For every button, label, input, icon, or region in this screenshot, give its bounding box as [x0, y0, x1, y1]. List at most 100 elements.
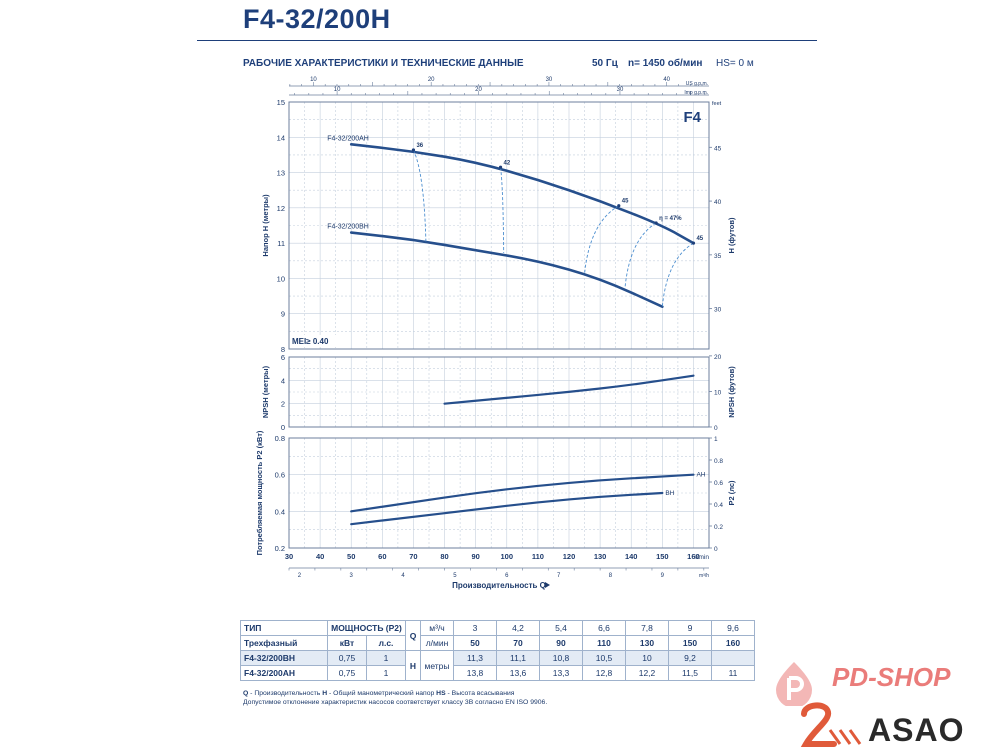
head-series-label: F4-32/200AH [327, 135, 369, 142]
table-unit-lmin: л/мин [420, 635, 454, 651]
head-frame [288, 101, 710, 350]
npsh-curve [443, 374, 695, 405]
efficiency-line [661, 242, 694, 307]
table-row: F4-32/200AH 0,75 1 13,8 13,6 13,3 12,8 1… [240, 665, 755, 681]
table-h-value: 11 [711, 665, 755, 681]
pd-shop-logo-icon [776, 662, 812, 706]
table-h-value: 10,5 [582, 650, 626, 666]
npsh-ytick: 6 [281, 353, 285, 362]
m3h-label: 4 [401, 573, 405, 579]
head-ytick: 8 [281, 345, 285, 354]
efficiency-point [411, 148, 416, 152]
efficiency-label: 42 [504, 160, 511, 166]
title-divider [197, 40, 817, 41]
efficiency-point [498, 165, 503, 169]
us-gpm-label: 40 [663, 77, 670, 83]
table-kw: 0,75 [327, 650, 367, 666]
power-ytick: 0.2 [275, 544, 285, 553]
us-gpm-label: 10 [310, 77, 317, 83]
x-tick-lmin: 160 [687, 552, 700, 561]
npsh-ylabel: NPSH (метры) [261, 365, 270, 418]
imp-gpm-label: 10 [334, 87, 341, 93]
x-tick-lmin: 90 [471, 552, 479, 561]
table-header-3phase: Трехфазный [240, 635, 328, 651]
page-subtitle: РАБОЧИЕ ХАРАКТЕРИСТИКИ И ТЕХНИЧЕСКИЕ ДАН… [243, 58, 524, 69]
m3h-label: 5 [453, 573, 457, 579]
imp-gpm-unit: Imp g.p.m. [684, 90, 708, 96]
head-y2tick: 45 [714, 145, 722, 152]
table-h-value: 11,3 [453, 650, 497, 666]
footnote-hs-text: - Высота всасывания [445, 690, 515, 697]
us-gpm-unit: US g.p.m. [686, 81, 708, 87]
table-h-value: 10 [625, 650, 669, 666]
power-series-label: AH [696, 472, 705, 479]
x-tick-lmin: 110 [532, 552, 544, 561]
asao-logo-text: ASAO [868, 712, 965, 748]
power-ytick: 0.4 [275, 507, 285, 516]
table-h-value: 13,3 [539, 665, 583, 681]
x-tick-lmin: 80 [440, 552, 448, 561]
imp-gpm-label: 30 [617, 87, 624, 93]
efficiency-label: 36 [416, 143, 423, 149]
table-h-value: 13,6 [496, 665, 540, 681]
x-axis-arrow-icon [545, 582, 550, 588]
head-y2-unit: feet [712, 101, 722, 107]
npsh-ytick: 2 [281, 400, 285, 409]
table-h-value: 12,8 [582, 665, 626, 681]
footnote-h-key: H [322, 690, 328, 697]
us-gpm-label: 20 [428, 77, 435, 83]
power-y2tick: 0 [714, 546, 718, 553]
power-y2tick: 1 [714, 436, 718, 443]
x-tick-lmin: 40 [316, 552, 324, 561]
us-gpm-label: 30 [546, 77, 553, 83]
table-header-h: H [405, 650, 421, 681]
npsh-ytick: 0 [281, 423, 285, 432]
table-header-hp: л.с. [366, 635, 406, 651]
series-badge: F4 [683, 109, 701, 126]
power-y2tick: 0.4 [714, 502, 723, 509]
footnote-tolerance: Допустимое отклонение характеристик насо… [243, 699, 548, 706]
page-title: F4-32/200H [243, 4, 391, 34]
npsh-y2tick: 0 [714, 425, 718, 432]
head-ytick: 15 [277, 98, 285, 107]
power-curve-ah [350, 473, 695, 513]
suction-height-label: HS= 0 м [716, 58, 754, 69]
mei-label: MEI≥ 0.40 [292, 337, 329, 346]
efficiency-label: 45 [696, 236, 703, 242]
head-y2tick: 40 [714, 199, 722, 206]
npsh-frame [288, 356, 710, 428]
x-axis-title: Производительность Q [452, 581, 546, 590]
efficiency-point [691, 241, 696, 245]
head-ytick: 11 [277, 239, 285, 248]
table-h-value: 12,2 [625, 665, 669, 681]
table-h-value [711, 650, 755, 666]
table-row: F4-32/200BH 0,75 1 H метры 11,3 11,1 10,… [240, 650, 755, 681]
table-h-value: 11,1 [496, 650, 540, 666]
efficiency-line [584, 205, 620, 274]
table-unit-m: метры [420, 650, 454, 681]
power-y2tick: 0.6 [714, 480, 723, 487]
power-frame [288, 437, 710, 549]
technical-data-table: ТИП МОЩНОСТЬ (P2) Q м³/ч 3 4,2 5,4 6,6 7… [240, 620, 755, 681]
table-header-power: МОЩНОСТЬ (P2) [327, 620, 406, 636]
table-h-value: 9,2 [668, 650, 712, 666]
power-y2label: P2 (лс) [727, 480, 736, 506]
power-y2tick: 0.8 [714, 458, 723, 465]
table-q-m3: 7,8 [625, 620, 669, 636]
head-y2tick: 30 [714, 307, 722, 314]
x-unit-lmin: l/min [695, 554, 709, 561]
x-tick-lmin: 60 [378, 552, 386, 561]
head-ytick: 14 [277, 133, 285, 142]
table-q-lmin: 70 [496, 635, 540, 651]
npsh-y2label: NPSH (футов) [727, 366, 736, 418]
efficiency-line [500, 167, 505, 254]
x-tick-lmin: 70 [409, 552, 417, 561]
mei-box [290, 335, 336, 347]
m3h-label: 3 [350, 573, 354, 579]
x-tick-lmin: 120 [563, 552, 576, 561]
m3h-label: 7 [557, 573, 561, 579]
table-q-lmin: 130 [625, 635, 669, 651]
table-q-lmin: 160 [711, 635, 755, 651]
table-q-m3: 5,4 [539, 620, 583, 636]
table-header-q: Q [405, 620, 421, 651]
